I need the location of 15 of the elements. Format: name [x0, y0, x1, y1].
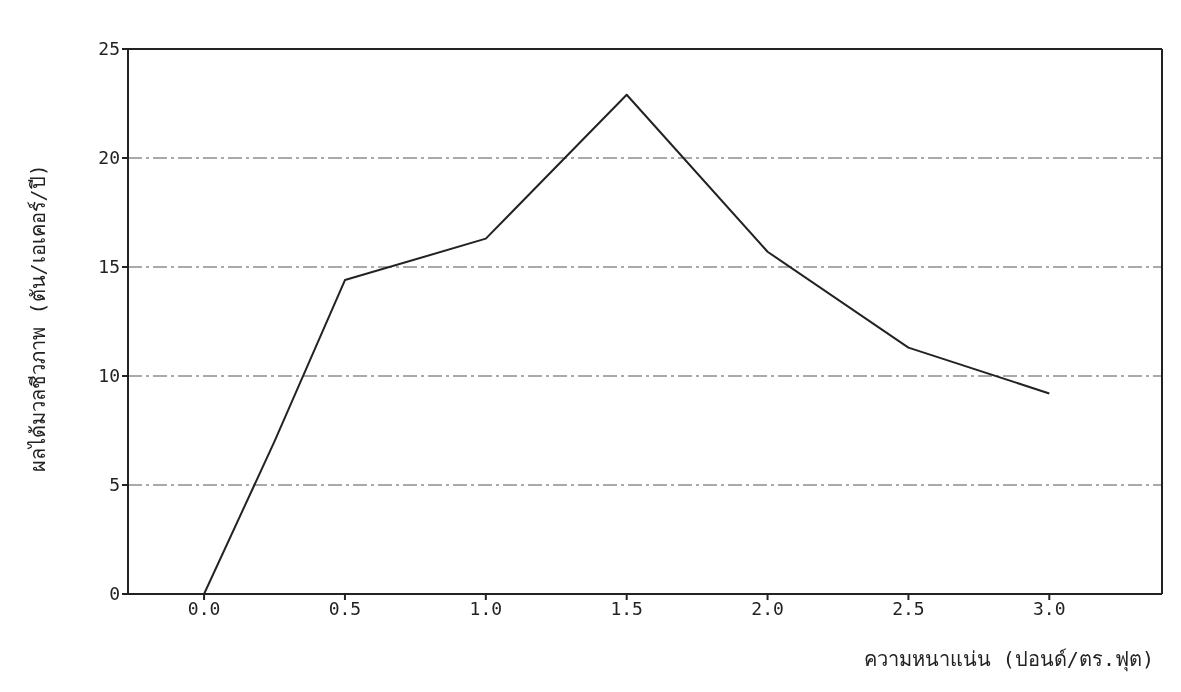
x-tick-label: 1.0 [469, 597, 503, 619]
x-tick-label: 0.5 [328, 597, 362, 619]
y-axis-title: ผลได้มวลชีวภาพ (ตัน/เอเคอร์/ปี) [26, 164, 51, 472]
x-tick-label: 3.0 [1033, 597, 1066, 619]
x-axis-title: ความหนาแน่น (ปอนด์/ตร.ฟุต) [863, 647, 1154, 672]
x-tick-label: 2.5 [892, 597, 925, 619]
y-tick-label: 15 [98, 256, 120, 278]
y-tick-label: 5 [109, 474, 120, 496]
y-tick-label: 10 [98, 365, 120, 387]
y-tick-label: 0 [109, 583, 120, 605]
y-tick-label: 25 [98, 38, 120, 60]
x-tick-label: 1.5 [610, 597, 643, 619]
x-tick-label: 2.0 [751, 597, 784, 619]
x-tick-label: 0.0 [187, 597, 221, 619]
y-tick-label: 20 [98, 147, 120, 169]
